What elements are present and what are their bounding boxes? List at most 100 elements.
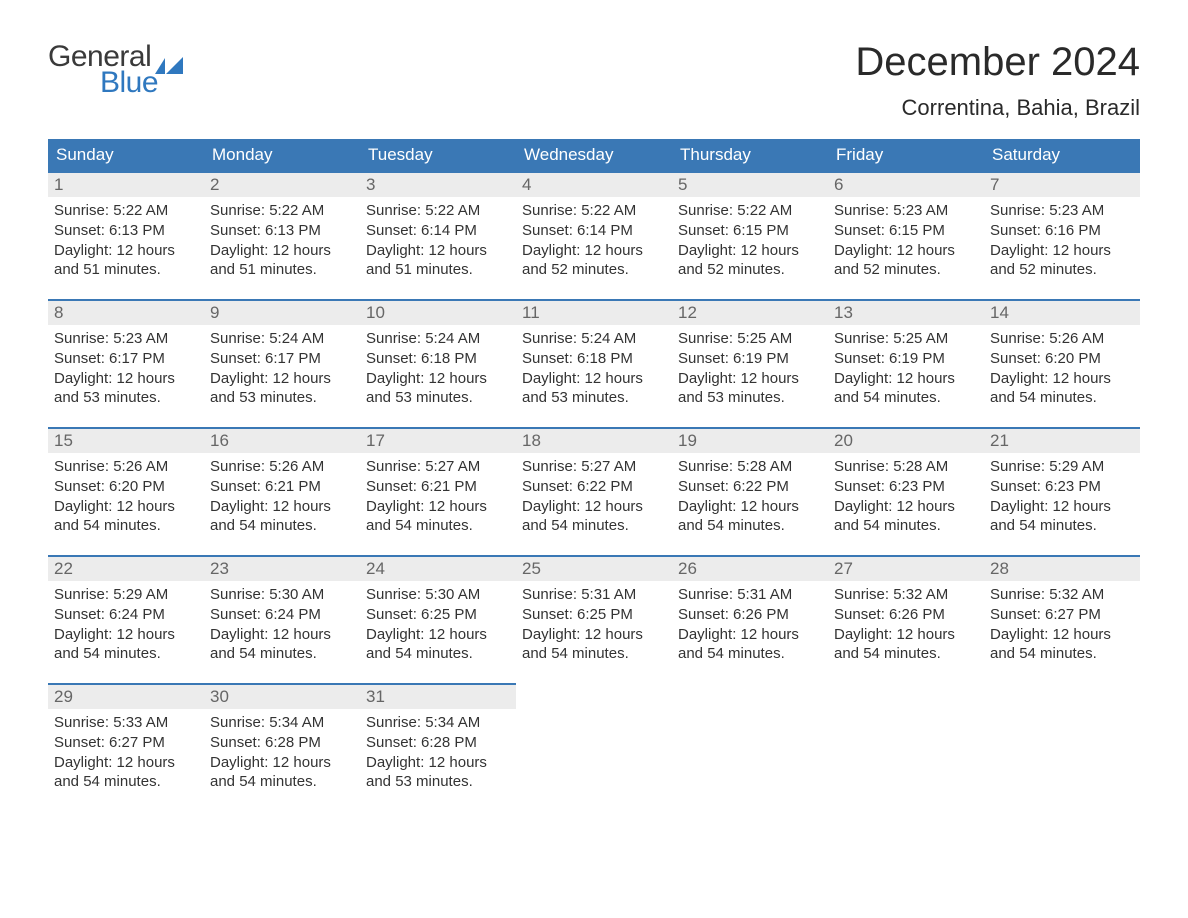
calendar-cell: 1Sunrise: 5:22 AMSunset: 6:13 PMDaylight… [48,171,204,299]
calendar-cell: 11Sunrise: 5:24 AMSunset: 6:18 PMDayligh… [516,299,672,427]
sunrise-text: Sunrise: 5:32 AM [834,585,978,605]
day-details: Sunrise: 5:31 AMSunset: 6:25 PMDaylight:… [516,581,672,670]
daylight-line2: and 53 minutes. [54,388,198,408]
day-number: 14 [984,299,1140,325]
daylight-line1: Daylight: 12 hours [210,625,354,645]
calendar-cell: 3Sunrise: 5:22 AMSunset: 6:14 PMDaylight… [360,171,516,299]
sunrise-text: Sunrise: 5:28 AM [834,457,978,477]
calendar-row: 15Sunrise: 5:26 AMSunset: 6:20 PMDayligh… [48,427,1140,555]
sunrise-text: Sunrise: 5:31 AM [522,585,666,605]
daylight-line1: Daylight: 12 hours [522,369,666,389]
sunset-text: Sunset: 6:23 PM [834,477,978,497]
daylight-line1: Daylight: 12 hours [990,241,1134,261]
sunset-text: Sunset: 6:24 PM [210,605,354,625]
day-details: Sunrise: 5:23 AMSunset: 6:16 PMDaylight:… [984,197,1140,286]
calendar-cell: 7Sunrise: 5:23 AMSunset: 6:16 PMDaylight… [984,171,1140,299]
sunrise-text: Sunrise: 5:25 AM [834,329,978,349]
sunrise-text: Sunrise: 5:24 AM [366,329,510,349]
calendar-cell: 16Sunrise: 5:26 AMSunset: 6:21 PMDayligh… [204,427,360,555]
title-block: December 2024 Correntina, Bahia, Brazil [855,40,1140,121]
day-details: Sunrise: 5:32 AMSunset: 6:27 PMDaylight:… [984,581,1140,670]
daylight-line1: Daylight: 12 hours [366,369,510,389]
day-number: 24 [360,555,516,581]
calendar-cell: 9Sunrise: 5:24 AMSunset: 6:17 PMDaylight… [204,299,360,427]
day-number: 30 [204,683,360,709]
daylight-line2: and 54 minutes. [990,388,1134,408]
sunset-text: Sunset: 6:16 PM [990,221,1134,241]
day-number: 23 [204,555,360,581]
sunset-text: Sunset: 6:19 PM [678,349,822,369]
day-number: 10 [360,299,516,325]
calendar-cell: 19Sunrise: 5:28 AMSunset: 6:22 PMDayligh… [672,427,828,555]
day-details: Sunrise: 5:22 AMSunset: 6:14 PMDaylight:… [360,197,516,286]
day-details: Sunrise: 5:28 AMSunset: 6:23 PMDaylight:… [828,453,984,542]
calendar-cell: 18Sunrise: 5:27 AMSunset: 6:22 PMDayligh… [516,427,672,555]
sunset-text: Sunset: 6:20 PM [54,477,198,497]
day-details: Sunrise: 5:24 AMSunset: 6:17 PMDaylight:… [204,325,360,414]
daylight-line2: and 53 minutes. [210,388,354,408]
sunrise-text: Sunrise: 5:23 AM [54,329,198,349]
calendar-cell: 23Sunrise: 5:30 AMSunset: 6:24 PMDayligh… [204,555,360,683]
daylight-line2: and 52 minutes. [990,260,1134,280]
sunset-text: Sunset: 6:27 PM [54,733,198,753]
sunset-text: Sunset: 6:15 PM [834,221,978,241]
calendar-row: 22Sunrise: 5:29 AMSunset: 6:24 PMDayligh… [48,555,1140,683]
sunrise-text: Sunrise: 5:22 AM [366,201,510,221]
sunrise-text: Sunrise: 5:26 AM [54,457,198,477]
calendar-cell: 17Sunrise: 5:27 AMSunset: 6:21 PMDayligh… [360,427,516,555]
daylight-line2: and 54 minutes. [54,644,198,664]
day-details: Sunrise: 5:22 AMSunset: 6:15 PMDaylight:… [672,197,828,286]
daylight-line2: and 54 minutes. [522,516,666,536]
calendar-cell: 4Sunrise: 5:22 AMSunset: 6:14 PMDaylight… [516,171,672,299]
daylight-line2: and 53 minutes. [366,388,510,408]
sunset-text: Sunset: 6:13 PM [210,221,354,241]
day-number: 7 [984,171,1140,197]
daylight-line1: Daylight: 12 hours [366,497,510,517]
daylight-line2: and 54 minutes. [366,516,510,536]
daylight-line1: Daylight: 12 hours [366,625,510,645]
daylight-line2: and 54 minutes. [366,644,510,664]
daylight-line2: and 54 minutes. [990,644,1134,664]
daylight-line1: Daylight: 12 hours [834,625,978,645]
day-number: 8 [48,299,204,325]
day-details: Sunrise: 5:25 AMSunset: 6:19 PMDaylight:… [672,325,828,414]
weekday-header: Monday [204,139,360,171]
day-number: 22 [48,555,204,581]
sunset-text: Sunset: 6:26 PM [834,605,978,625]
calendar-cell: 5Sunrise: 5:22 AMSunset: 6:15 PMDaylight… [672,171,828,299]
day-details: Sunrise: 5:26 AMSunset: 6:20 PMDaylight:… [984,325,1140,414]
sunset-text: Sunset: 6:26 PM [678,605,822,625]
day-number: 20 [828,427,984,453]
sunrise-text: Sunrise: 5:31 AM [678,585,822,605]
daylight-line2: and 52 minutes. [678,260,822,280]
sunset-text: Sunset: 6:28 PM [210,733,354,753]
daylight-line2: and 51 minutes. [210,260,354,280]
day-details: Sunrise: 5:32 AMSunset: 6:26 PMDaylight:… [828,581,984,670]
daylight-line2: and 51 minutes. [54,260,198,280]
sunrise-text: Sunrise: 5:22 AM [210,201,354,221]
daylight-line1: Daylight: 12 hours [522,625,666,645]
day-number: 25 [516,555,672,581]
day-number: 31 [360,683,516,709]
calendar-cell: 21Sunrise: 5:29 AMSunset: 6:23 PMDayligh… [984,427,1140,555]
day-number: 4 [516,171,672,197]
day-details: Sunrise: 5:30 AMSunset: 6:25 PMDaylight:… [360,581,516,670]
day-number: 2 [204,171,360,197]
day-details: Sunrise: 5:23 AMSunset: 6:17 PMDaylight:… [48,325,204,414]
sunset-text: Sunset: 6:19 PM [834,349,978,369]
calendar-cell: 2Sunrise: 5:22 AMSunset: 6:13 PMDaylight… [204,171,360,299]
sunset-text: Sunset: 6:20 PM [990,349,1134,369]
calendar-cell: 28Sunrise: 5:32 AMSunset: 6:27 PMDayligh… [984,555,1140,683]
sunrise-text: Sunrise: 5:26 AM [210,457,354,477]
sunset-text: Sunset: 6:14 PM [522,221,666,241]
day-details: Sunrise: 5:34 AMSunset: 6:28 PMDaylight:… [360,709,516,798]
day-number: 17 [360,427,516,453]
day-details: Sunrise: 5:25 AMSunset: 6:19 PMDaylight:… [828,325,984,414]
sunrise-text: Sunrise: 5:27 AM [522,457,666,477]
sunset-text: Sunset: 6:25 PM [366,605,510,625]
daylight-line2: and 54 minutes. [834,388,978,408]
daylight-line2: and 52 minutes. [522,260,666,280]
daylight-line2: and 53 minutes. [366,772,510,792]
calendar-cell: 25Sunrise: 5:31 AMSunset: 6:25 PMDayligh… [516,555,672,683]
calendar-row: 29Sunrise: 5:33 AMSunset: 6:27 PMDayligh… [48,683,1140,811]
